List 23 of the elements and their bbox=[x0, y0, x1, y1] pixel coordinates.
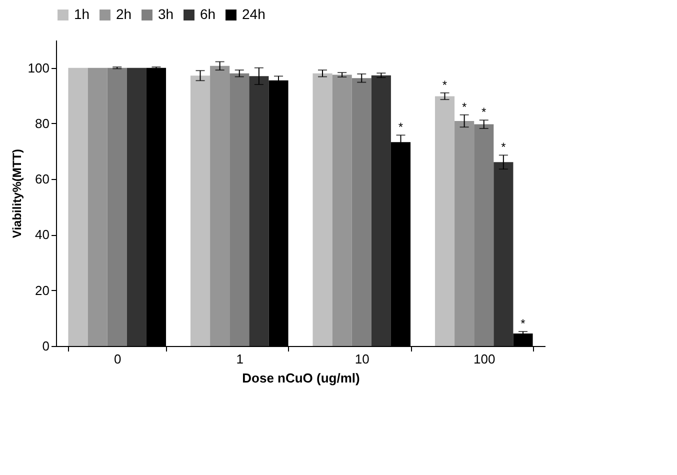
data-label: * bbox=[442, 78, 448, 92]
data-label: * bbox=[501, 140, 506, 154]
data-label: * bbox=[520, 316, 526, 331]
data-label: * bbox=[398, 120, 404, 134]
legend-label: 1h bbox=[74, 6, 90, 22]
legend-label: 24h bbox=[242, 6, 266, 22]
data-label: * bbox=[482, 105, 487, 120]
x-tick-label: 0 bbox=[114, 352, 122, 366]
y-tick-label: 0 bbox=[42, 338, 50, 354]
data-label: * bbox=[462, 100, 467, 114]
x-tick-label: 10 bbox=[354, 352, 370, 366]
y-tick-label: 80 bbox=[35, 116, 50, 131]
y-axis-title: Viability%(MTT) bbox=[10, 148, 24, 238]
legend-label: 6h bbox=[200, 6, 216, 22]
y-tick-label: 60 bbox=[35, 172, 50, 187]
legend-label: 3h bbox=[158, 6, 174, 22]
x-tick-label: 100 bbox=[474, 352, 496, 366]
y-tick-label: 40 bbox=[35, 227, 50, 242]
x-tick-label: 1 bbox=[236, 352, 244, 366]
y-tick-label: 20 bbox=[35, 282, 50, 298]
x-axis-title: Dose nCuO (ug/ml) bbox=[242, 370, 360, 386]
legend-label: 2h bbox=[116, 6, 132, 22]
y-tick-label: 100 bbox=[28, 60, 50, 76]
